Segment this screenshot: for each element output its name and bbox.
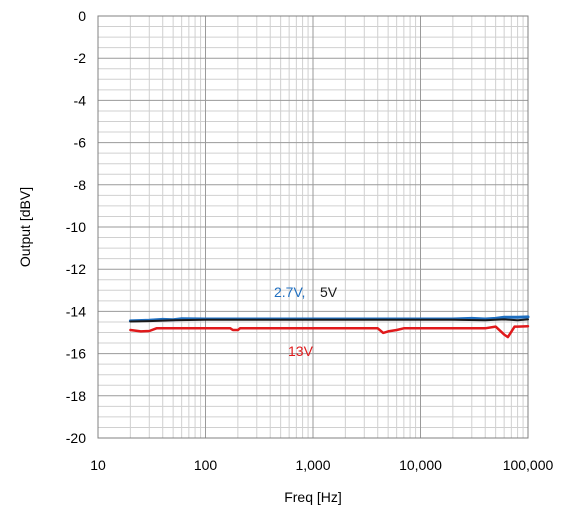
y-tick-label: -2 — [74, 50, 87, 66]
series-label-2-7v: 2.7V, — [274, 284, 305, 300]
x-tick-labels: 10 100 1,000 10,000 100,000 — [90, 457, 553, 473]
y-axis-title: Output [dBV] — [17, 187, 33, 267]
y-tick-label: -8 — [74, 177, 87, 193]
x-tick-label: 100 — [194, 457, 218, 473]
x-tick-label: 10 — [90, 457, 106, 473]
y-tick-label: -18 — [66, 388, 86, 404]
x-tick-label: 100,000 — [503, 457, 554, 473]
series-label-5v: 5V — [320, 284, 338, 300]
series-line — [129, 318, 529, 323]
x-axis-title: Freq [Hz] — [284, 489, 342, 505]
x-tick-label: 1,000 — [295, 457, 330, 473]
y-tick-labels: 0 -2 -4 -6 -8 -10 -12 -14 -16 -18 -20 — [66, 8, 86, 446]
y-tick-label: -4 — [74, 92, 87, 108]
plot-area-frame — [97, 15, 529, 439]
y-tick-label: 0 — [78, 8, 86, 24]
y-tick-label: -20 — [66, 430, 86, 446]
series-line — [129, 324, 530, 339]
y-tick-label: -10 — [66, 219, 86, 235]
series-label-13v: 13V — [288, 343, 314, 359]
y-tick-label: -14 — [66, 303, 86, 319]
series-lines — [128, 315, 530, 339]
y-tick-label: -12 — [66, 261, 86, 277]
series-labels: 2.7V, 5V 13V — [274, 284, 338, 359]
y-tick-label: -16 — [66, 346, 86, 362]
y-tick-label: -6 — [74, 135, 87, 151]
x-tick-label: 10,000 — [399, 457, 442, 473]
